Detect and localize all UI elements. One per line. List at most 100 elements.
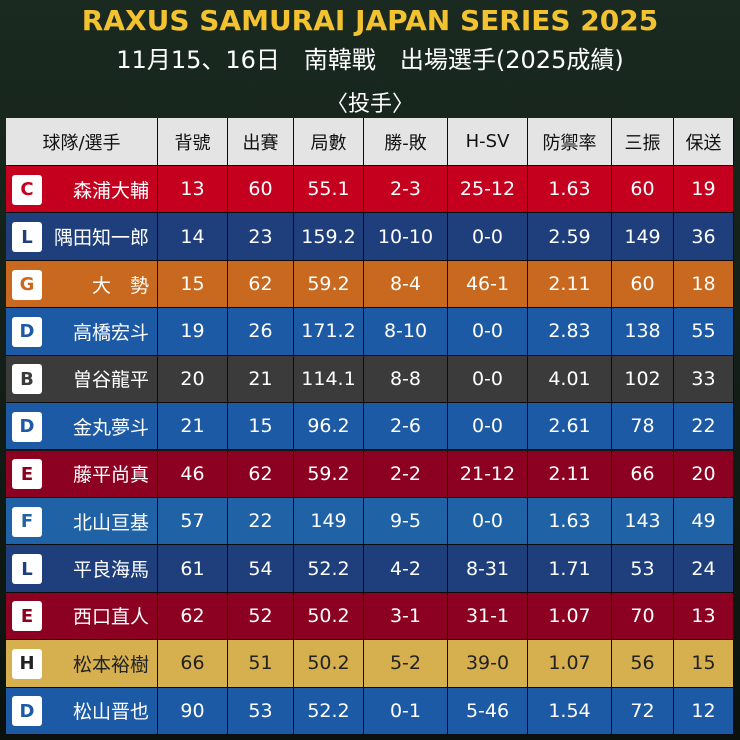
stat-cell: 66 <box>612 450 674 498</box>
team-logo: G <box>12 269 42 300</box>
stat-cell: 8-31 <box>448 545 528 593</box>
stat-cell: 52.2 <box>294 545 364 593</box>
stat-cell: 21-12 <box>448 450 528 498</box>
team-logo: D <box>12 696 42 727</box>
stat-cell: 66 <box>158 640 228 688</box>
stat-cell: 1.63 <box>528 166 612 214</box>
stat-cell: 90 <box>158 687 228 735</box>
stat-cell: 60 <box>612 260 674 309</box>
stat-cell: 78 <box>612 403 674 451</box>
team-logo: C <box>12 174 42 205</box>
stat-cell: 19 <box>158 308 228 356</box>
stat-cell: 8-10 <box>364 308 448 356</box>
stat-cell: 138 <box>612 308 674 356</box>
stat-cell: 60 <box>612 166 674 214</box>
column-header: 勝-敗 <box>364 118 448 166</box>
team-logo: F <box>12 506 42 537</box>
stat-cell: 3-1 <box>364 592 448 641</box>
stat-cell: 21 <box>158 403 228 451</box>
stat-cell: 72 <box>612 687 674 735</box>
stat-cell: 1.07 <box>528 640 612 688</box>
stat-cell: 159.2 <box>294 213 364 261</box>
team-logo: E <box>12 459 42 490</box>
stat-cell: 36 <box>674 213 734 261</box>
stat-cell: 1.54 <box>528 687 612 735</box>
stat-cell: 2.59 <box>528 213 612 261</box>
stat-cell: 2.11 <box>528 260 612 309</box>
stat-cell: 52.2 <box>294 687 364 735</box>
stat-cell: 60 <box>228 166 294 214</box>
stat-cell: 8-8 <box>364 355 448 404</box>
stat-cell: 12 <box>674 687 734 735</box>
stat-cell: 51 <box>228 640 294 688</box>
stat-cell: 5-46 <box>448 687 528 735</box>
stat-cell: 10-10 <box>364 213 448 261</box>
stat-cell: 62 <box>228 260 294 309</box>
stat-cell: 59.2 <box>294 260 364 309</box>
stat-cell: 52 <box>228 592 294 641</box>
stat-cell: 15 <box>158 260 228 309</box>
stat-cell: 15 <box>228 403 294 451</box>
team-logo: D <box>12 316 42 347</box>
stat-cell: 0-0 <box>448 213 528 261</box>
stat-cell: 33 <box>674 355 734 404</box>
stat-cell: 22 <box>674 403 734 451</box>
stat-cell: 13 <box>674 592 734 641</box>
column-header: 球隊/選手 <box>6 118 158 166</box>
stat-cell: 15 <box>674 640 734 688</box>
stat-cell: 4.01 <box>528 355 612 404</box>
stat-cell: 1.71 <box>528 545 612 593</box>
stat-cell: 53 <box>228 687 294 735</box>
stat-cell: 8-4 <box>364 260 448 309</box>
team-logo: H <box>12 648 42 679</box>
stat-cell: 2-6 <box>364 403 448 451</box>
stat-cell: 96.2 <box>294 403 364 451</box>
player-name: 西口直人 <box>6 592 158 641</box>
stat-cell: 2.83 <box>528 308 612 356</box>
stat-cell: 20 <box>674 450 734 498</box>
column-header: 局數 <box>294 118 364 166</box>
stat-cell: 102 <box>612 355 674 404</box>
stat-cell: 23 <box>228 213 294 261</box>
stat-cell: 54 <box>228 545 294 593</box>
stat-cell: 2-3 <box>364 166 448 214</box>
stat-cell: 19 <box>674 166 734 214</box>
stat-cell: 55 <box>674 308 734 356</box>
team-logo: E <box>12 601 42 632</box>
column-header: H-SV <box>448 118 528 166</box>
stat-cell: 55.1 <box>294 166 364 214</box>
team-logo: L <box>12 222 42 253</box>
stat-cell: 61 <box>158 545 228 593</box>
stat-cell: 149 <box>294 497 364 546</box>
stat-cell: 24 <box>674 545 734 593</box>
stat-cell: 56 <box>612 640 674 688</box>
stat-cell: 4-2 <box>364 545 448 593</box>
stat-cell: 70 <box>612 592 674 641</box>
stat-cell: 0-0 <box>448 403 528 451</box>
player-name: 松本裕樹 <box>6 640 158 688</box>
stat-cell: 114.1 <box>294 355 364 404</box>
subtitle: 11月15、16日 南韓戰 出場選手(2025成績) <box>116 46 624 74</box>
column-header: 背號 <box>158 118 228 166</box>
stat-cell: 1.63 <box>528 497 612 546</box>
stat-cell: 50.2 <box>294 592 364 641</box>
stat-cell: 149 <box>612 213 674 261</box>
stat-cell: 18 <box>674 260 734 309</box>
column-header: 出賽 <box>228 118 294 166</box>
stat-cell: 21 <box>228 355 294 404</box>
stat-cell: 25-12 <box>448 166 528 214</box>
stat-cell: 1.07 <box>528 592 612 641</box>
stat-cell: 0-0 <box>448 308 528 356</box>
stat-cell: 14 <box>158 213 228 261</box>
stat-cell: 2.61 <box>528 403 612 451</box>
stat-cell: 13 <box>158 166 228 214</box>
stat-cell: 53 <box>612 545 674 593</box>
stat-cell: 31-1 <box>448 592 528 641</box>
stat-cell: 57 <box>158 497 228 546</box>
stat-cell: 9-5 <box>364 497 448 546</box>
stat-cell: 143 <box>612 497 674 546</box>
stat-cell: 2-2 <box>364 450 448 498</box>
team-logo: D <box>12 411 42 442</box>
stat-cell: 5-2 <box>364 640 448 688</box>
